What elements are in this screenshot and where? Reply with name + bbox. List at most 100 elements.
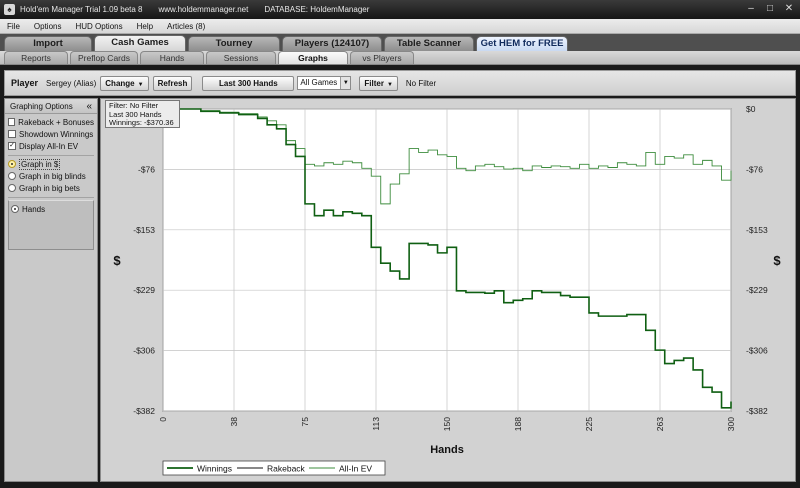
menu-help[interactable]: Help [136, 21, 154, 31]
allin-ev-label: Display All-In EV [19, 141, 79, 151]
minimize-icon[interactable]: – [748, 3, 754, 14]
sub-tabs: Reports Preflop Cards Hands Sessions Gra… [0, 51, 800, 65]
hands-axis-radio[interactable] [11, 205, 19, 213]
winnings-chart: $0 $0 -$76 -$76 -$153 -$153 -$229 -$229 -$306 -$3… [113, 104, 781, 476]
graph-big-bets-radio[interactable] [8, 184, 16, 192]
y-tick-label-right: -$153 [746, 225, 768, 235]
x-tick-label: 225 [584, 417, 594, 431]
games-select[interactable]: All Games ▼ [297, 76, 352, 90]
y-tick-label-left: -$382 [133, 406, 155, 416]
rakeback-checkbox[interactable] [8, 118, 16, 126]
database-label: DATABASE: HoldemManager [264, 5, 370, 14]
x-tick-label: 75 [300, 417, 310, 427]
tab-reports[interactable]: Reports [4, 51, 68, 64]
games-select-value: All Games [300, 78, 338, 87]
tab-cash-games[interactable]: Cash Games [94, 35, 186, 51]
graph-big-bets-label: Graph in big bets [19, 183, 80, 193]
y-tick-label-right: -$306 [746, 346, 768, 356]
collapse-icon[interactable]: « [86, 100, 92, 112]
title-bar: ♠ Hold'em Manager Trial 1.09 beta 8 www.… [0, 0, 800, 19]
y-tick-label-left: -$153 [133, 225, 155, 235]
last-hands-button[interactable]: Last 300 Hands [202, 75, 295, 91]
y-tick-label-right: -$229 [746, 285, 768, 295]
rakeback-bonuses-option[interactable]: Rakeback + Bonuses [8, 116, 94, 128]
x-tick-label: 188 [513, 417, 523, 431]
player-name: Sergey (Alias) [46, 78, 97, 88]
legend-label: Winnings [197, 464, 232, 474]
x-tick-label: 263 [655, 417, 665, 431]
series-line-winnings [163, 108, 732, 409]
series-line-all-in-ev [163, 108, 732, 205]
graph-big-blinds-option[interactable]: Graph in big blinds [8, 170, 94, 182]
y-axis-title-right: $ [773, 253, 781, 268]
dropdown-arrow-icon: ▼ [137, 81, 144, 88]
main-tabs: Import Cash Games Tourney Players (12410… [0, 34, 800, 51]
tab-graphs[interactable]: Graphs [278, 51, 348, 64]
filter-button[interactable]: Filter ▼ [359, 75, 398, 91]
x-axis-options-box: Hands [8, 200, 94, 250]
y-tick-label-right: -$382 [746, 406, 768, 416]
tab-preflop-cards[interactable]: Preflop Cards [70, 51, 138, 64]
maximize-icon[interactable]: □ [766, 3, 774, 14]
showdown-winnings-option[interactable]: Showdown Winnings [8, 128, 94, 140]
website-label: www.holdemmanager.net [158, 5, 249, 14]
summary-range: Last 300 Hands [109, 109, 162, 119]
legend-label: All-In EV [339, 464, 372, 474]
graph-dollars-option[interactable]: Graph in $ [8, 158, 94, 170]
x-axis-title: Hands [430, 444, 464, 456]
change-button[interactable]: Change ▼ [100, 75, 149, 91]
display-allin-ev-option[interactable]: ✓ Display All-In EV [8, 140, 94, 152]
menu-articles[interactable]: Articles (8) [167, 21, 206, 31]
player-toolbar: Player Sergey (Alias) Change ▼ Refresh La… [4, 70, 796, 96]
graph-dollars-label: Graph in $ [19, 158, 61, 170]
graphing-options-panel: Graphing Options « Rakeback + Bonuses Sh… [4, 98, 98, 482]
menu-options[interactable]: Options [33, 21, 62, 31]
refresh-button[interactable]: Refresh [152, 75, 193, 91]
graphing-options-title: Graphing Options [10, 101, 73, 111]
tab-import[interactable]: Import [4, 36, 92, 51]
hands-axis-option[interactable]: Hands [11, 203, 93, 215]
graph-big-blinds-label: Graph in big blinds [19, 171, 86, 181]
tab-hands[interactable]: Hands [140, 51, 204, 64]
allin-ev-checkbox[interactable]: ✓ [8, 142, 16, 150]
summary-filter: Filter: No Filter [109, 101, 159, 110]
tab-vs-players[interactable]: vs Players [350, 51, 414, 64]
x-tick-label: 300 [726, 417, 736, 431]
legend-label: Rakeback [267, 464, 306, 474]
graph-big-bets-option[interactable]: Graph in big bets [8, 182, 94, 194]
graph-panel: $0 $0 -$76 -$76 -$153 -$153 -$229 -$229 -$306 -$3… [100, 98, 796, 482]
y-tick-label-right: -$76 [746, 164, 763, 174]
filter-label: Filter [364, 78, 384, 88]
player-label: Player [11, 78, 39, 88]
close-icon[interactable]: ✕ [784, 3, 794, 14]
change-label: Change [105, 78, 135, 88]
y-tick-label-right: $0 [746, 104, 756, 114]
filter-status: No Filter [405, 78, 437, 88]
app-icon: ♠ [4, 4, 15, 15]
rakeback-label: Rakeback + Bonuses [18, 117, 94, 127]
tab-get-hem-free[interactable]: Get HEM for FREE [476, 36, 568, 51]
x-tick-label: 38 [229, 417, 239, 427]
window-title: Hold'em Manager Trial 1.09 beta 8 [20, 5, 143, 14]
menu-file[interactable]: File [7, 21, 20, 31]
hands-axis-label: Hands [22, 204, 46, 214]
menu-bar: File Options HUD Options Help Articles (… [0, 19, 800, 34]
x-tick-label: 150 [442, 417, 452, 431]
showdown-checkbox[interactable] [8, 130, 16, 138]
checkbox-group: Rakeback + Bonuses Showdown Winnings ✓ Di… [8, 116, 94, 156]
summary-winnings: Winnings: -$370.36 [109, 118, 174, 127]
radio-group: Graph in $ Graph in big blinds Graph in … [8, 158, 94, 198]
tab-tourney[interactable]: Tourney [188, 36, 280, 51]
graph-big-blinds-radio[interactable] [8, 172, 16, 180]
tab-players[interactable]: Players (124107) [282, 36, 382, 51]
tab-table-scanner[interactable]: Table Scanner [384, 36, 474, 51]
graphing-options-header: Graphing Options « [5, 99, 97, 114]
dropdown-arrow-icon: ▼ [340, 77, 351, 89]
graph-dollars-radio[interactable] [8, 160, 16, 168]
menu-hud-options[interactable]: HUD Options [75, 21, 123, 31]
y-axis-title-left: $ [113, 253, 121, 268]
showdown-label: Showdown Winnings [19, 129, 94, 139]
y-tick-label-left: -$306 [133, 346, 155, 356]
tab-sessions[interactable]: Sessions [206, 51, 276, 64]
y-tick-label-left: -$76 [138, 164, 155, 174]
